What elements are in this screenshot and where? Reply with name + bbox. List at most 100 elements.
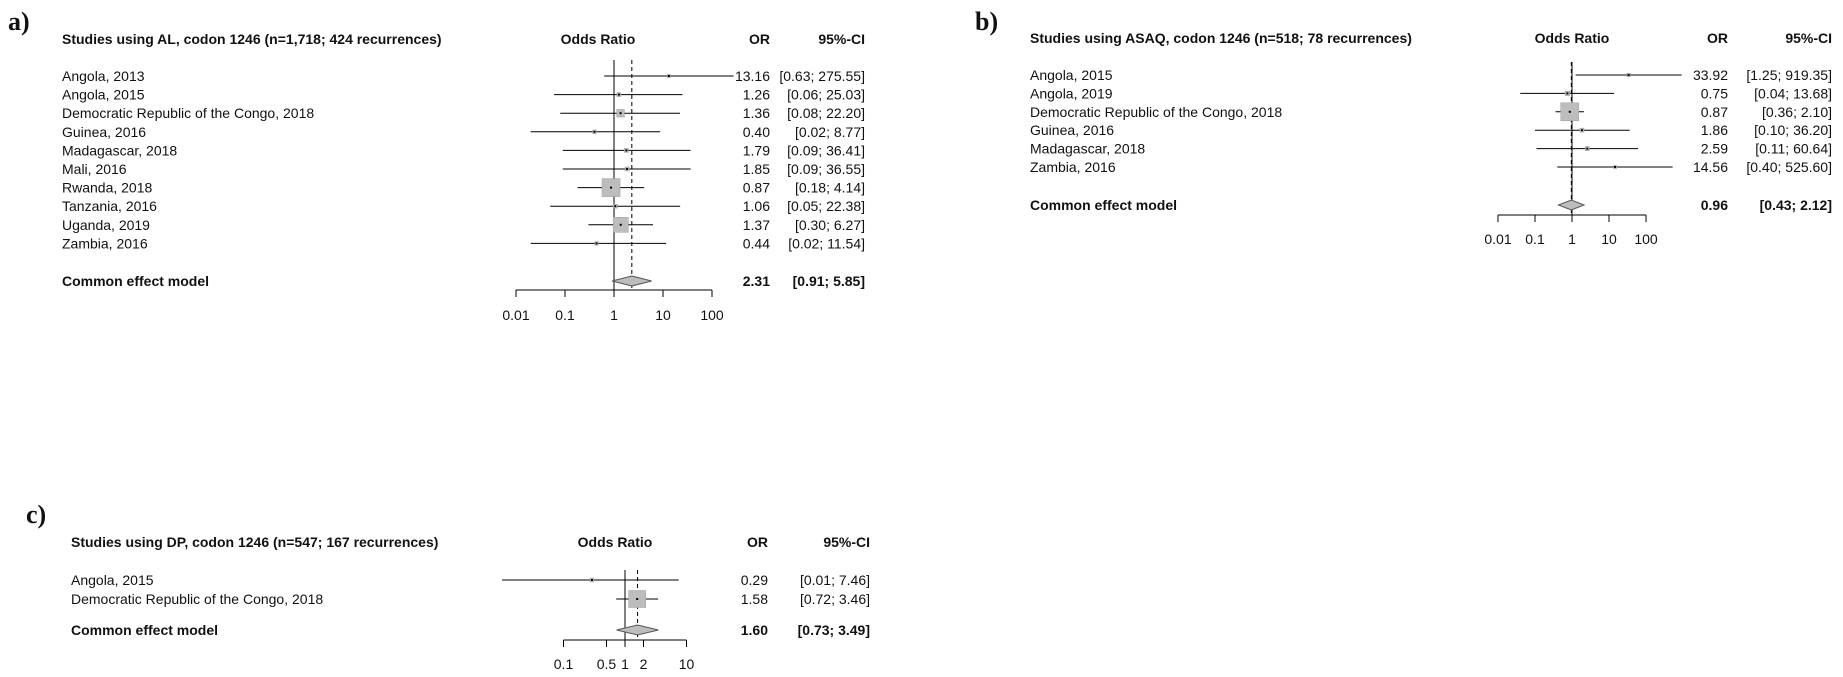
study-ci-value: [0.04; 13.68] — [1754, 85, 1832, 101]
x-tick-label: 0.01 — [1484, 231, 1511, 247]
study-name: Zambia, 2016 — [1030, 159, 1116, 175]
forest-panel-b: b) Studies using ASAQ, codon 1246 (n=518… — [975, 7, 1832, 247]
study-name: Madagascar, 2018 — [1030, 141, 1145, 157]
panel-label: c) — [26, 500, 46, 529]
study-name: Uganda, 2019 — [62, 217, 150, 233]
pooled-ci-value: [0.91; 5.85] — [793, 273, 865, 289]
x-tick-label: 100 — [700, 307, 724, 323]
x-tick-label: 10 — [655, 307, 671, 323]
study-or-value: 0.40 — [743, 124, 770, 140]
panel-label: a) — [8, 7, 30, 36]
column-header-ci: 95%-CI — [1785, 30, 1832, 46]
column-header-odds-ratio: Odds Ratio — [1535, 30, 1610, 46]
x-tick-label: 0.5 — [597, 656, 617, 672]
study-name: Democratic Republic of the Congo, 2018 — [62, 105, 314, 121]
study-name: Zambia, 2016 — [62, 235, 148, 251]
forest-plot-area: 0.01 0.1 1 10 100 Angola, 2015 33.92 [1.25; 919… — [1030, 62, 1832, 247]
study-ci-value: [0.63; 275.55] — [779, 68, 865, 84]
x-tick-label: 0.1 — [554, 656, 574, 672]
column-header-or: OR — [747, 534, 768, 550]
x-tick-label: 0.1 — [1525, 231, 1545, 247]
x-tick-label: 1 — [621, 656, 629, 672]
pooled-ci-value: [0.43; 2.12] — [1760, 197, 1832, 213]
study-name: Guinea, 2016 — [1030, 122, 1114, 138]
study-name: Mali, 2016 — [62, 161, 127, 177]
pooled-or-value: 1.60 — [741, 622, 768, 638]
x-tick-label: 0.1 — [555, 307, 575, 323]
study-name: Angola, 2015 — [1030, 67, 1113, 83]
pooled-or-value: 2.31 — [743, 273, 770, 289]
column-header-odds-ratio: Odds Ratio — [561, 31, 636, 47]
study-ci-value: [0.09; 36.41] — [787, 142, 865, 158]
pooled-diamond — [1557, 199, 1586, 211]
study-ci-value: [0.06; 25.03] — [787, 87, 865, 103]
study-or-value: 0.75 — [1701, 85, 1728, 101]
column-header-or: OR — [1707, 30, 1728, 46]
study-ci-value: [0.02; 8.77] — [795, 124, 865, 140]
panel-title: Studies using ASAQ, codon 1246 (n=518; 7… — [1030, 30, 1412, 46]
pooled-diamond — [611, 275, 652, 287]
x-tick-label: 10 — [679, 656, 695, 672]
pooled-label: Common effect model — [1030, 197, 1177, 213]
study-ci-value: [0.40; 525.60] — [1746, 159, 1832, 175]
x-tick-label: 0.01 — [502, 307, 529, 323]
study-ci-value: [0.36; 2.10] — [1762, 104, 1832, 120]
study-name: Madagascar, 2018 — [62, 142, 177, 158]
pooled-or-value: 0.96 — [1701, 197, 1728, 213]
study-or-value: 1.58 — [741, 591, 768, 607]
study-or-value: 13.16 — [735, 68, 770, 84]
column-header-or: OR — [749, 31, 770, 47]
column-header-ci: 95%-CI — [818, 31, 865, 47]
panel-label: b) — [975, 7, 998, 36]
study-or-value: 1.26 — [743, 87, 770, 103]
pooled-ci-value: [0.73; 3.49] — [798, 622, 870, 638]
pooled-label: Common effect model — [62, 273, 209, 289]
column-header-ci: 95%-CI — [823, 534, 870, 550]
study-or-value: 14.56 — [1693, 159, 1728, 175]
study-or-value: 1.85 — [743, 161, 770, 177]
study-ci-value: [0.05; 22.38] — [787, 198, 865, 214]
study-or-value: 2.59 — [1701, 141, 1728, 157]
forest-panel-c: c) Studies using DP, codon 1246 (n=547; … — [26, 500, 870, 672]
study-or-value: 0.29 — [741, 572, 768, 588]
study-name: Democratic Republic of the Congo, 2018 — [1030, 104, 1282, 120]
study-name: Rwanda, 2018 — [62, 180, 153, 196]
panel-title: Studies using AL, codon 1246 (n=1,718; 4… — [62, 31, 442, 47]
study-ci-value: [0.09; 36.55] — [787, 161, 865, 177]
study-name: Angola, 2013 — [62, 68, 145, 84]
column-header-odds-ratio: Odds Ratio — [578, 534, 653, 550]
x-tick-label: 10 — [1601, 231, 1617, 247]
study-or-value: 0.87 — [743, 180, 770, 196]
x-tick-label: 100 — [1634, 231, 1658, 247]
study-or-value: 1.06 — [743, 198, 770, 214]
study-or-value: 1.37 — [743, 217, 770, 233]
pooled-diamond — [616, 624, 659, 636]
forest-panel-a: a) Studies using AL, codon 1246 (n=1,718… — [8, 7, 865, 323]
study-or-value: 1.36 — [743, 105, 770, 121]
study-or-value: 0.44 — [743, 235, 770, 251]
study-or-value: 1.79 — [743, 142, 770, 158]
study-ci-value: [0.01; 7.46] — [800, 572, 870, 588]
x-tick-label: 2 — [640, 656, 648, 672]
study-name: Angola, 2015 — [62, 87, 145, 103]
study-or-value: 33.92 — [1693, 67, 1728, 83]
study-ci-value: [0.10; 36.20] — [1754, 122, 1832, 138]
forest-plot-area: 0.1 0.5 1 2 10 Angola, 2015 0.29 [0.01; 7.46] De… — [71, 570, 870, 672]
x-tick-label: 1 — [1568, 231, 1576, 247]
study-name: Democratic Republic of the Congo, 2018 — [71, 591, 323, 607]
forest-plot-area: 0.01 0.1 1 10 100 Angola, 2013 13.16 [0.63; 275… — [62, 60, 865, 323]
study-or-value: 0.87 — [1701, 104, 1728, 120]
study-ci-value: [0.18; 4.14] — [795, 180, 865, 196]
pooled-label: Common effect model — [71, 622, 218, 638]
study-or-value: 1.86 — [1701, 122, 1728, 138]
study-ci-value: [0.02; 11.54] — [788, 235, 865, 251]
study-ci-value: [0.08; 22.20] — [787, 105, 865, 121]
study-ci-value: [0.30; 6.27] — [795, 217, 865, 233]
study-name: Angola, 2019 — [1030, 85, 1113, 101]
panel-title: Studies using DP, codon 1246 (n=547; 167… — [71, 534, 438, 550]
study-name: Angola, 2015 — [71, 572, 154, 588]
x-tick-label: 1 — [610, 307, 618, 323]
study-ci-value: [1.25; 919.35] — [1746, 67, 1832, 83]
study-ci-value: [0.11; 60.64] — [1755, 141, 1832, 157]
